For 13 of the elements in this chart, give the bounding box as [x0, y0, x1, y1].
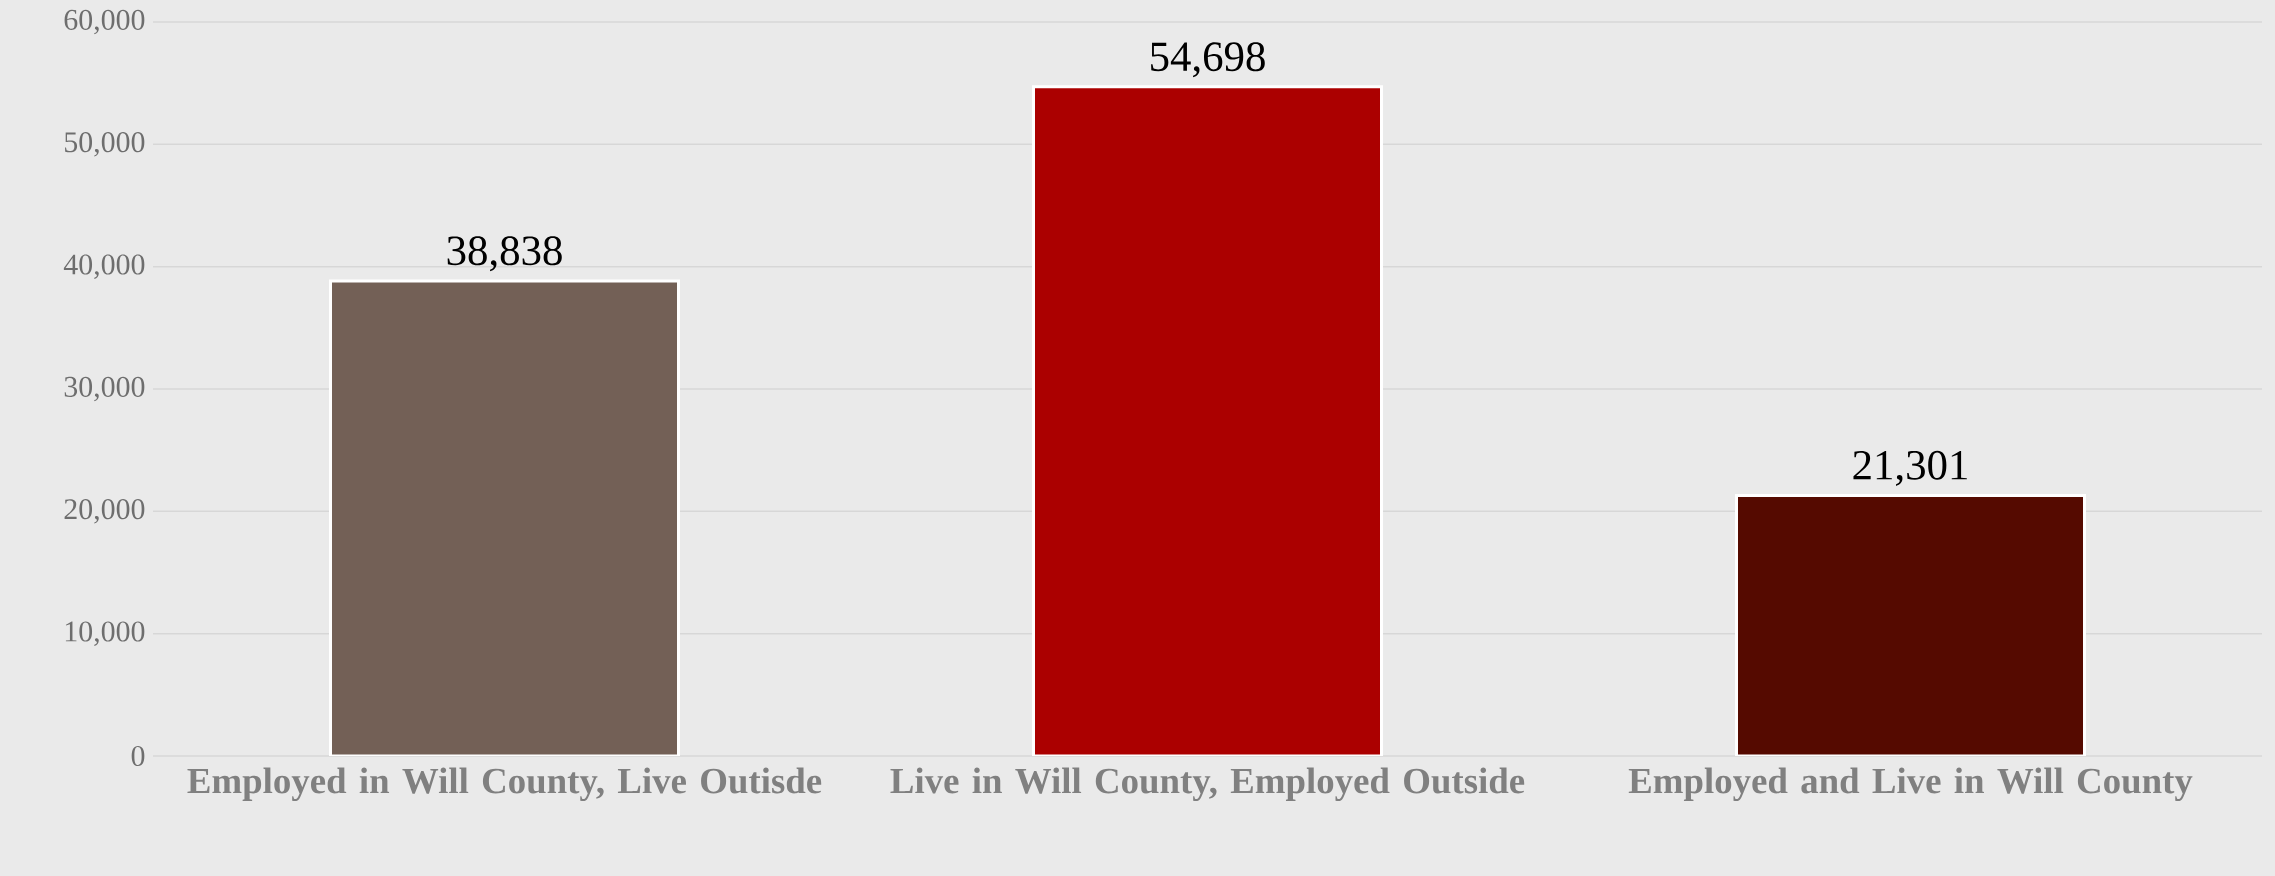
data-label: 54,698 [1151, 42, 1265, 78]
x-tick-label: Live in Will County, Employed Outside [890, 767, 1525, 802]
y-tick-label: 50,000 [65, 132, 145, 157]
y-tick-label: 10,000 [65, 621, 145, 646]
y-tick-label: 60,000 [64, 9, 145, 35]
y-tick-label: 0 [131, 745, 145, 767]
x-tick-label: Employed and Live in Will County [1628, 767, 2193, 802]
y-tick-label: 20,000 [64, 499, 145, 524]
y-tick-label: 40,000 [63, 254, 145, 279]
y-tick-label: 30,000 [64, 376, 145, 402]
x-tick-label: Employed in Will County, Live Outisde [187, 767, 822, 802]
data-label: 38,838 [447, 236, 562, 272]
data-label: 21,301 [1853, 450, 1967, 486]
